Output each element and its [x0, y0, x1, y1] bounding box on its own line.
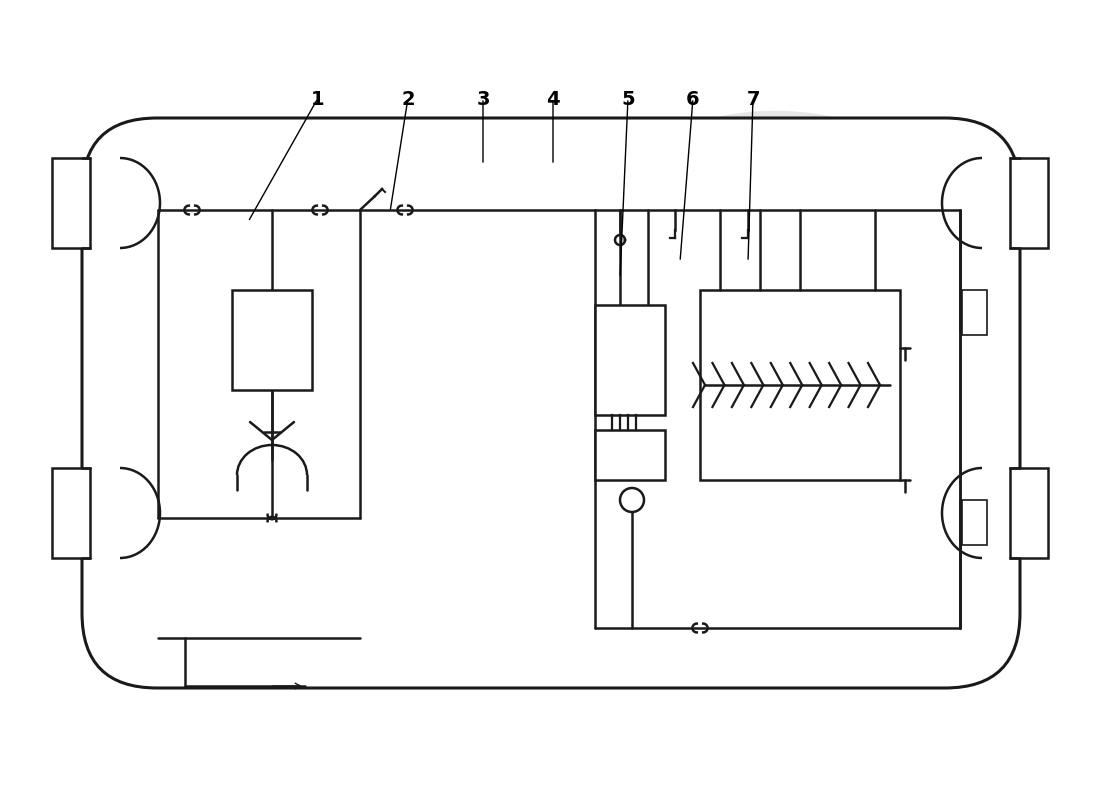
Text: 6: 6 — [686, 90, 700, 109]
Bar — [595, 430, 666, 480]
Text: 5: 5 — [621, 90, 635, 109]
Bar — [1010, 468, 1048, 558]
Text: eurospares: eurospares — [227, 287, 367, 310]
Text: 4: 4 — [547, 90, 560, 109]
Text: eurospares: eurospares — [713, 534, 854, 558]
Bar — [52, 158, 90, 248]
Text: 7: 7 — [746, 90, 760, 109]
Text: eurospares: eurospares — [509, 435, 650, 458]
Text: eurospares: eurospares — [713, 287, 854, 310]
Bar — [232, 290, 312, 390]
Bar — [52, 468, 90, 558]
Bar — [1010, 158, 1048, 248]
Bar — [700, 290, 900, 480]
Bar — [595, 305, 666, 415]
Text: 3: 3 — [476, 90, 490, 109]
Text: eurospares: eurospares — [227, 534, 367, 558]
Text: 1: 1 — [311, 90, 324, 109]
FancyBboxPatch shape — [82, 118, 1020, 688]
Bar — [962, 500, 987, 545]
Bar — [962, 290, 987, 335]
Text: eurospares: eurospares — [849, 435, 991, 458]
Circle shape — [620, 488, 644, 512]
Text: 2: 2 — [402, 90, 415, 109]
